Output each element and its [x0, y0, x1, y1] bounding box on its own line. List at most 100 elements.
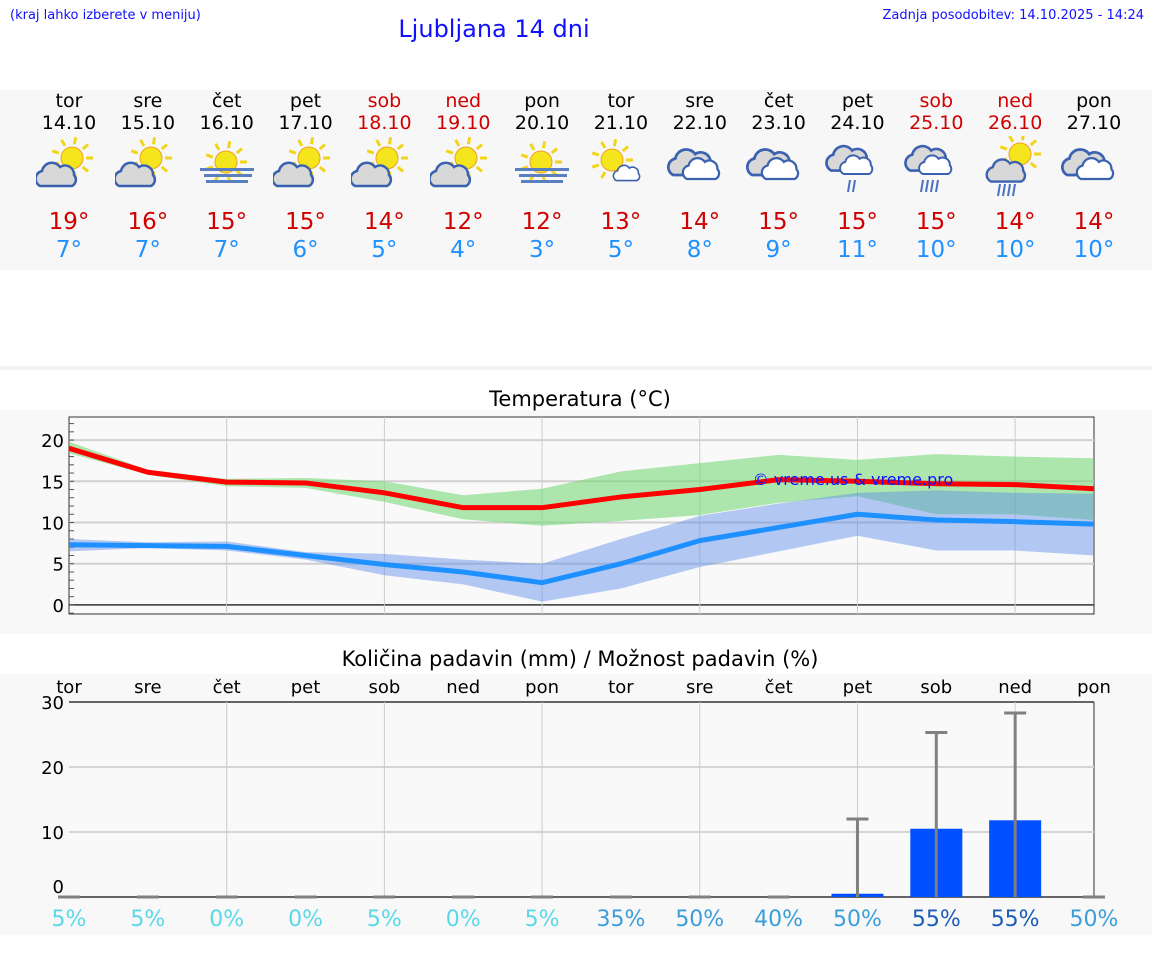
min-temperature: 7°	[213, 237, 240, 263]
min-temperature-line	[68, 511, 1095, 586]
forecast-days-band	[0, 90, 1152, 270]
max-temperature: 12°	[521, 209, 563, 235]
max-temperature: 13°	[600, 209, 642, 235]
precipitation-probability: 40%	[754, 907, 803, 932]
day-column: ned 26.10 14° 10°	[975, 90, 1055, 264]
precipitation-probability: 0%	[209, 907, 244, 932]
day-name: pet	[289, 90, 322, 112]
day-date: 25.10	[909, 112, 964, 134]
sun-small-cloud-icon	[581, 136, 661, 200]
day-date: 27.10	[1066, 112, 1122, 134]
day-label: čet	[765, 677, 793, 698]
day-column: sob 18.10 14° 5°	[344, 90, 424, 264]
day-column: čet 23.10 15° 9°	[739, 90, 819, 264]
max-temperature: 14°	[679, 209, 721, 235]
day-label: sre	[686, 677, 713, 698]
day-date: 14.10	[41, 112, 97, 134]
day-label: pet	[843, 677, 873, 698]
sun-cloud-icon	[344, 136, 424, 200]
day-label: tor	[56, 677, 82, 698]
day-name: ned	[445, 90, 482, 112]
min-temperature: 10°	[1073, 237, 1115, 263]
day-name: tor	[607, 90, 635, 112]
sun-fog-icon	[187, 136, 267, 200]
day-label: pon	[1077, 677, 1111, 698]
sun-cloud-icon	[108, 136, 188, 200]
day-date: 23.10	[751, 112, 806, 134]
day-name: tor	[55, 90, 83, 112]
day-name: sre	[133, 90, 163, 112]
day-label: sob	[920, 677, 952, 698]
day-name: pet	[841, 90, 874, 112]
max-temperature: 14°	[994, 209, 1036, 235]
max-temperature: 15°	[758, 209, 799, 235]
day-date: 24.10	[830, 112, 885, 134]
min-temperature: 8°	[686, 237, 713, 263]
precipitation-probability: 5%	[525, 907, 560, 932]
last-update: Zadnja posodobitev: 14.10.2025 - 14:24	[882, 8, 1144, 23]
day-name: pon	[524, 90, 560, 112]
temperature-chart-title: Temperatura (°C)	[489, 387, 671, 411]
max-temperature: 12°	[442, 209, 484, 235]
day-date: 15.10	[120, 112, 176, 134]
day-column: pet 17.10 15° 6°	[266, 90, 346, 264]
sun-cloud-rain-icon	[975, 136, 1055, 200]
day-label: čet	[213, 677, 241, 698]
day-label: pet	[291, 677, 321, 698]
min-temperature: 4°	[450, 237, 477, 263]
day-date: 18.10	[357, 112, 412, 134]
day-name: čet	[763, 90, 794, 112]
day-name: sob	[367, 90, 402, 112]
y-tick-label: 10	[41, 514, 64, 535]
min-temperature: 11°	[837, 237, 878, 263]
max-temperature-line	[68, 445, 1095, 511]
day-label: sob	[368, 677, 400, 698]
max-temperature: 15°	[285, 209, 326, 235]
cloudy-icon	[739, 136, 819, 200]
day-name: čet	[211, 90, 242, 112]
day-date: 16.10	[199, 112, 254, 134]
max-temperature: 15°	[915, 209, 957, 235]
day-column: tor 21.10 13° 5°	[581, 90, 661, 264]
day-column: sob 25.10 15° 10°	[896, 90, 976, 264]
day-date: 21.10	[593, 112, 649, 134]
min-temperature: 10°	[915, 237, 957, 263]
y-tick-label: 20	[41, 431, 64, 452]
day-column: čet 16.10 15° 7°	[187, 90, 267, 264]
max-temperature: 15°	[206, 209, 248, 235]
y-tick-label: 15	[41, 472, 64, 493]
precipitation-probability: 50%	[675, 907, 724, 932]
y-tick-label: 5	[53, 555, 64, 576]
page-title: Ljubljana 14 dni	[398, 15, 590, 43]
day-name: ned	[997, 90, 1034, 112]
cloudy-icon	[1054, 136, 1134, 200]
max-temperature-range	[69, 441, 1094, 526]
y-tick-label: 20	[41, 758, 64, 779]
min-temperature: 10°	[994, 237, 1036, 263]
precipitation-probability: 55%	[912, 907, 961, 932]
day-date: 20.10	[514, 112, 570, 134]
precipitation-probability: 0%	[446, 907, 481, 932]
sun-cloud-icon	[29, 136, 109, 200]
day-name: sob	[919, 90, 954, 112]
precipitation-probability: 35%	[596, 907, 645, 932]
min-temperature: 7°	[134, 237, 161, 263]
cloud-light-rain-icon	[817, 136, 897, 200]
precipitation-probability: 5%	[130, 907, 165, 932]
sun-fog-icon	[502, 136, 582, 200]
day-name: sre	[685, 90, 715, 112]
day-column: sre 22.10 14° 8°	[660, 90, 740, 264]
y-tick-label: 0	[53, 877, 64, 898]
min-temperature: 7°	[55, 237, 83, 263]
y-tick-label: 0	[53, 596, 64, 617]
precipitation-probability: 55%	[991, 907, 1040, 932]
day-name: pon	[1076, 90, 1112, 112]
day-date: 26.10	[987, 112, 1043, 134]
day-date: 17.10	[278, 112, 333, 134]
max-temperature: 16°	[127, 209, 169, 235]
day-column: pon 20.10 12° 3°	[502, 90, 582, 264]
day-column: sre 15.10 16° 7°	[108, 90, 188, 264]
day-label: tor	[608, 677, 634, 698]
